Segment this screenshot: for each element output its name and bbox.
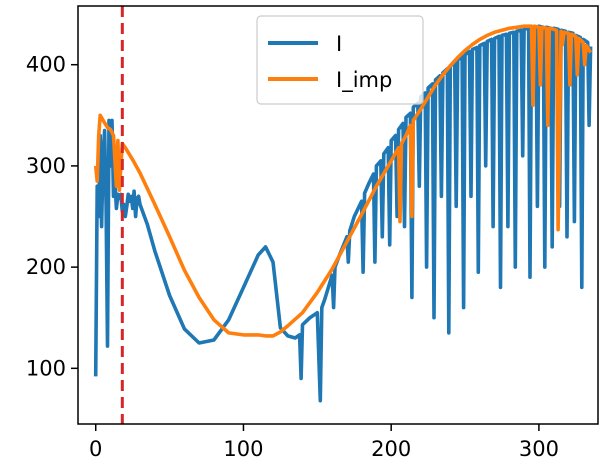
y-tick-label: 400: [26, 53, 66, 77]
y-tick-label: 300: [26, 154, 66, 178]
series-line-i: [93, 24, 593, 403]
series-layer: [93, 24, 593, 403]
x-tick-label: 200: [371, 437, 411, 461]
series-line-i-imp: [93, 24, 593, 338]
y-tick-label: 200: [26, 255, 66, 279]
legend-label-i: I: [336, 32, 342, 56]
plot-frame: [77, 5, 599, 425]
y-tick-label: 100: [26, 356, 66, 380]
axes: 0 100 200 300 100 200 300 400: [26, 5, 599, 461]
x-tick-label: 300: [519, 437, 559, 461]
legend: I I_imp: [256, 15, 424, 105]
x-tick-label: 0: [89, 437, 102, 461]
legend-label-i-imp: I_imp: [336, 68, 392, 93]
x-tick-label: 100: [223, 437, 263, 461]
legend-box: [256, 15, 424, 105]
